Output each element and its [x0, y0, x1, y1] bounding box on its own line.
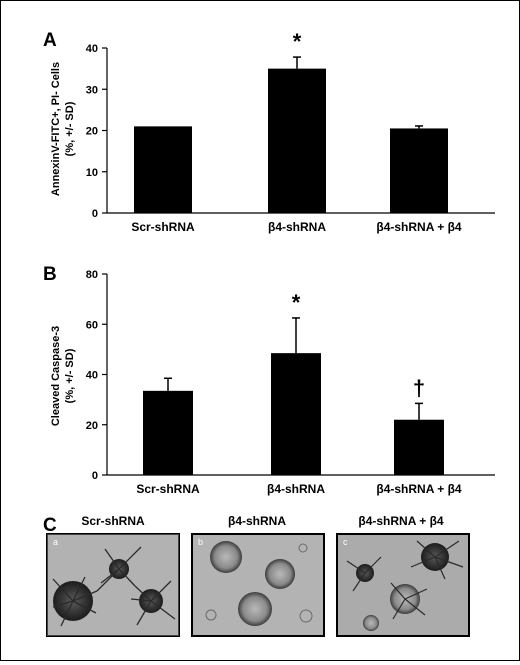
micrograph-b4-shrna: b: [191, 533, 325, 637]
micrograph-letter-a: a: [53, 537, 58, 547]
chart-a-ylabel-line2: (%, +/- SD): [64, 101, 76, 156]
chart-a-ylabel-line1: AnnexinV-FITC+, PI- Cells: [50, 62, 62, 196]
chart-a-category-label-2: β4-shRNA + β4: [376, 220, 462, 234]
chart-a-ytick-label-1: 10: [86, 167, 98, 179]
chart-a-ytick-label-4: 40: [86, 43, 98, 55]
chart-b-bar-0: [143, 390, 193, 475]
chart-b-category-label-1: β4-shRNA: [267, 482, 325, 496]
chart-b-ytick-label-2: 40: [86, 370, 98, 382]
chart-a-ytick-label-2: 20: [86, 126, 98, 138]
chart-a-ytick-label-0: 0: [92, 208, 98, 220]
micrograph-letter-c: c: [343, 537, 348, 547]
chart-b-ylabel-line1: Cleaved Caspase-3: [50, 326, 62, 426]
micrograph-scr-shrna: a: [46, 533, 180, 637]
micrograph-letter-b: b: [198, 537, 203, 547]
chart-b-bar-2: [394, 419, 444, 475]
chart-b-ytick-label-4: 80: [86, 269, 98, 281]
chart-a-category-label-0: Scr-shRNA: [131, 220, 195, 234]
chart-a: AnnexinV-FITC+, PI- Cells (%, +/- SD) 0 1…: [50, 29, 495, 234]
chart-a-bar-1: [268, 68, 326, 213]
panel-letter-b: B: [43, 264, 57, 285]
chart-b: Cleaved Caspase-3 (%, +/- SD) 0 20 40 60 80 S…: [50, 269, 495, 496]
chart-b-annotation-1: *: [292, 290, 301, 315]
micrograph-title-1: Scr-shRNA: [81, 514, 145, 528]
chart-b-ytick-label-1: 20: [86, 420, 98, 432]
chart-b-ylabel-line2: (%, +/- SD): [64, 348, 76, 403]
micrograph-title-2: β4-shRNA: [228, 514, 286, 528]
chart-a-ytick-label-3: 30: [86, 84, 98, 96]
panel-letter-a: A: [43, 30, 57, 51]
chart-a-bar-0: [134, 126, 192, 213]
chart-b-category-label-0: Scr-shRNA: [136, 482, 200, 496]
micrograph-panel: Scr-shRNA β4-shRNA β4-shRNA + β4 a: [46, 514, 470, 637]
chart-a-annotation-1: *: [293, 29, 302, 54]
chart-b-bar-1: [271, 353, 321, 475]
panel-letter-c: C: [43, 515, 57, 536]
chart-a-category-label-1: β4-shRNA: [268, 220, 326, 234]
micrograph-title-3: β4-shRNA + β4: [358, 514, 444, 528]
chart-b-annotation-2: †: [413, 375, 425, 400]
micrograph-b4-shrna-plus-b4: c: [336, 533, 470, 637]
chart-b-ytick-label-0: 0: [92, 470, 98, 482]
chart-a-bar-2: [390, 128, 448, 213]
chart-b-category-label-2: β4-shRNA + β4: [376, 482, 462, 496]
chart-b-ytick-label-3: 60: [86, 319, 98, 331]
